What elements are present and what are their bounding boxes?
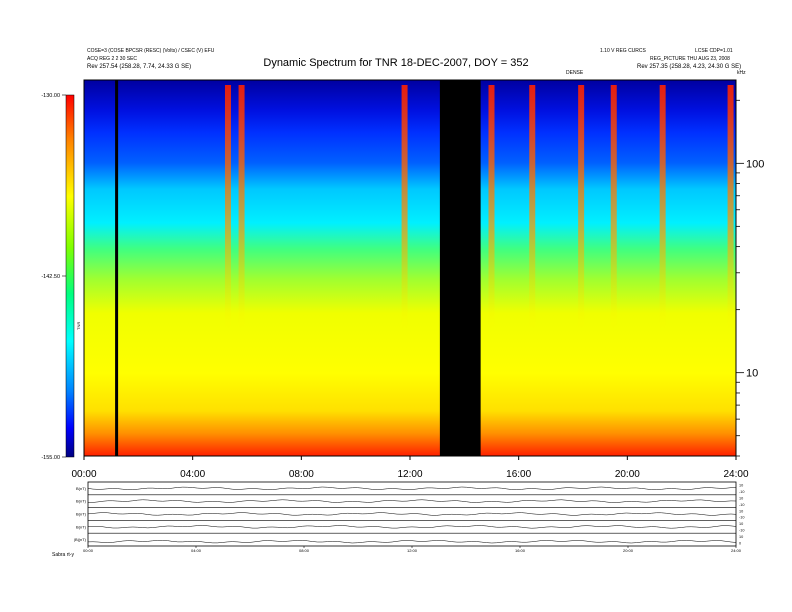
header-right-line3: Rev 257.35 (258.28, 4.23, 24.30 G SE) <box>637 64 742 70</box>
panel-trace <box>88 499 737 503</box>
spectrum-background <box>84 80 736 456</box>
x-tick-label: 16:00 <box>506 469 531 480</box>
header-left-line2: ACQ REG 2 2 30 SEC <box>87 56 138 62</box>
panel-x-tick-label: 24:00 <box>731 548 742 553</box>
panel-frame <box>87 481 737 547</box>
region-label: DENSE <box>566 70 584 76</box>
panel-right-tick: 10 <box>739 535 743 539</box>
x-tick-label: 08:00 <box>289 469 314 480</box>
x-axis-ticks: 00:00 04:00 08:00 12:00 16:00 20:00 24:00 <box>71 456 749 480</box>
y-axis-ticks: 100 10 <box>736 99 764 457</box>
header-left-line1: COSE=3 (COSE BPCSR (RESC) (Volts) / CSEC… <box>87 48 215 54</box>
panel-label: |B|(nT) <box>74 537 87 542</box>
header-right-corner: LCSE CDP=1.01 <box>695 48 733 54</box>
burst-streak <box>401 85 408 335</box>
panel-x-tick-label: 00:00 <box>83 548 94 553</box>
y-tick-label: 100 <box>746 158 764 170</box>
x-tick-label: 12:00 <box>397 469 422 480</box>
spectrum-plot-area <box>83 79 737 457</box>
burst-streak <box>578 85 585 335</box>
x-tick-label: 20:00 <box>615 469 640 480</box>
panel-right-tick: 10 <box>739 484 743 488</box>
burst-streak <box>659 85 666 335</box>
panel-trace <box>87 540 737 544</box>
colorbar-tick-label: -142.50 <box>41 274 60 280</box>
x-tick-label: 04:00 <box>180 469 205 480</box>
header-right-line2: REG_PICTURE THU AUG 23, 2008 <box>650 56 730 62</box>
burst-streak <box>238 85 245 335</box>
burst-group <box>224 85 734 335</box>
panel-x-tick-label: 08:00 <box>299 548 310 553</box>
panel-x-tick-label: 20:00 <box>623 548 634 553</box>
panel-right-tick: -10 <box>739 529 745 533</box>
panel-label: B(nT) <box>76 486 87 491</box>
colorbar-ticks: -130.00 -142.50 -155.00 <box>41 93 66 461</box>
vertical-line <box>115 80 119 456</box>
header-right-line1: 1.10 V REG CURCS <box>600 48 646 54</box>
panel-label: B(nT) <box>76 499 87 504</box>
burst-streak <box>529 85 536 335</box>
y-unit-label: kHz <box>737 70 746 76</box>
panel-right-tick: 10 <box>739 522 743 526</box>
colorbar-tick-label: -155.00 <box>41 455 60 461</box>
colorbar-label: TNR <box>76 322 81 330</box>
x-tick-label: 00:00 <box>71 469 96 480</box>
panel-trace <box>87 525 737 529</box>
panel-right-tick: 10 <box>739 497 743 501</box>
chart-title: Dynamic Spectrum for TNR 18-DEC-2007, DO… <box>263 57 529 69</box>
burst-streak <box>610 85 617 335</box>
burst-streak <box>488 85 495 335</box>
panel-right-tick: 0 <box>739 541 741 545</box>
data-gap <box>439 80 481 456</box>
burst-streak <box>224 85 231 335</box>
marker-group <box>115 80 481 456</box>
panel-right-tick: -10 <box>739 490 745 494</box>
panel-label: B(nT) <box>76 524 87 529</box>
panel-right-tick: -10 <box>739 516 745 520</box>
y-tick-label: 10 <box>746 368 758 380</box>
header-left-line3: Rev 257.54 (258.28, 7.74, 24.33 G SE) <box>87 64 192 70</box>
panel-x-tick-label: 04:00 <box>191 548 202 553</box>
colorbar <box>65 94 75 458</box>
panel-trace <box>87 486 737 490</box>
x-tick-label: 24:00 <box>723 469 748 480</box>
panel-label: B(nT) <box>76 512 87 517</box>
footer-label: Sabra rt-y <box>52 552 74 558</box>
colorbar-tick-label: -130.00 <box>41 93 60 99</box>
panel-x-tick-label: 16:00 <box>515 548 526 553</box>
panel-right-tick: -10 <box>739 503 745 507</box>
panel-right-tick: 10 <box>739 509 743 513</box>
panel-trace <box>87 512 737 516</box>
panel-x-tick-label: 12:00 <box>407 548 418 553</box>
magnetometer-panels: B(nT) B(nT) B(nT) B(nT) |B|(nT) 10 -10 10 -10 10 -… <box>74 481 745 553</box>
burst-streak <box>727 85 734 335</box>
